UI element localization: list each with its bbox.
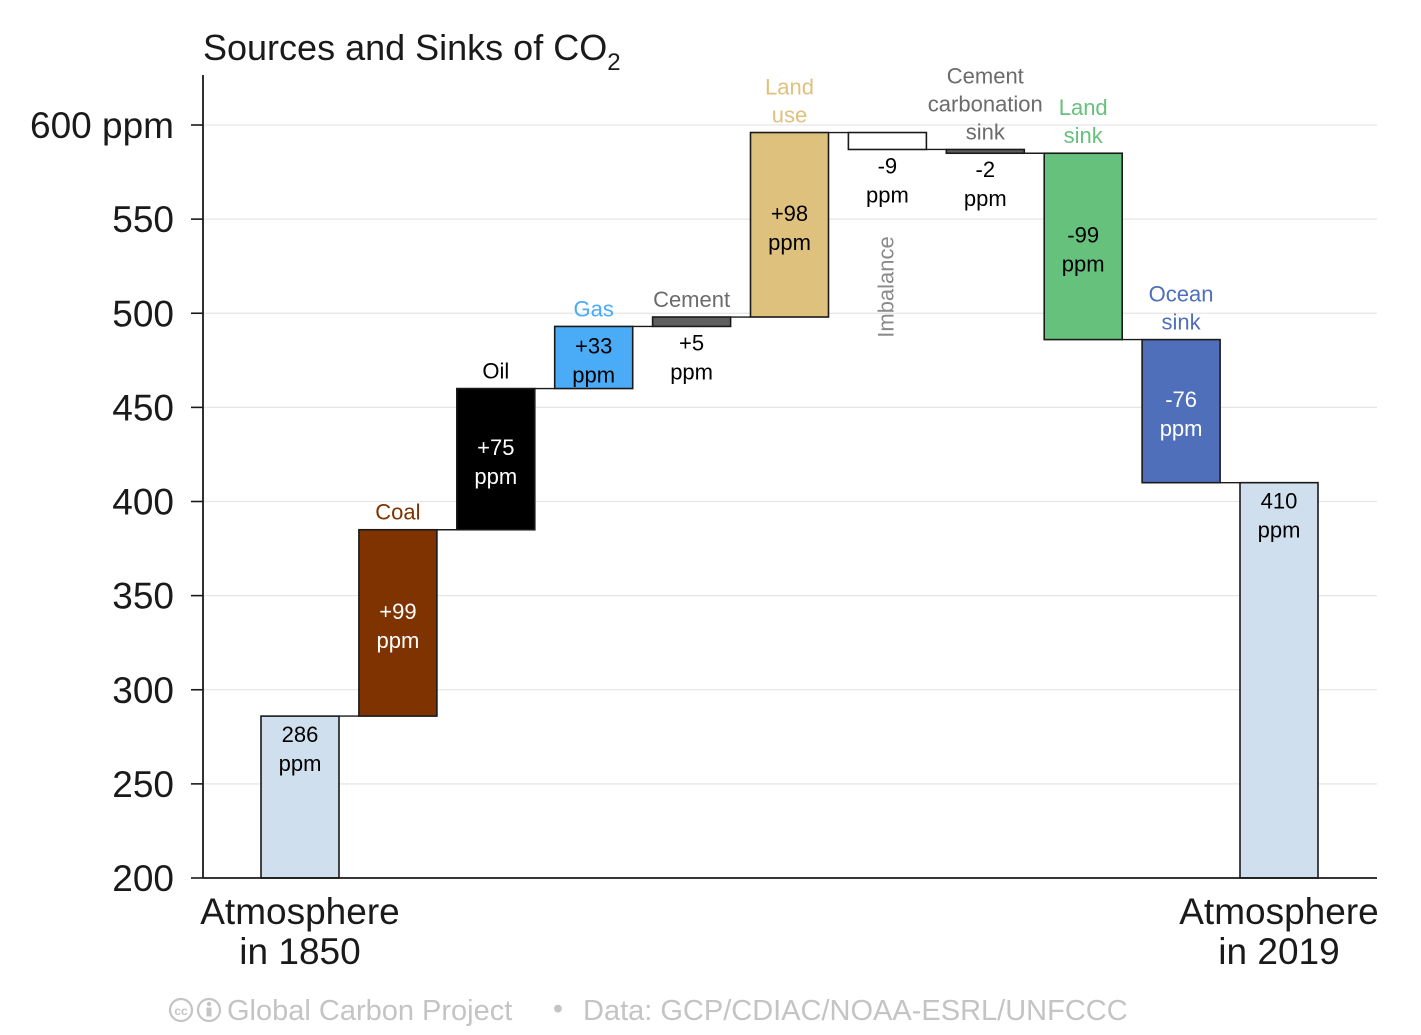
y-tick-label: 200 <box>112 858 174 899</box>
bar-cement-carbonation-sink <box>945 148 1026 155</box>
y-tick-label: 250 <box>112 764 174 805</box>
value-label: ppm <box>768 230 811 255</box>
category-label: Imbalance <box>873 236 898 338</box>
bar-imbalance <box>847 131 928 151</box>
category-label: Land <box>1059 95 1108 120</box>
bar-atmosphere-in-2019 <box>1239 481 1319 879</box>
y-tick-label: 600 ppm <box>30 105 174 146</box>
category-label: sink <box>966 119 1006 144</box>
value-label: -2 <box>976 157 996 182</box>
footer: cc Global Carbon Project • Data: GCP/CDI… <box>168 993 1128 1027</box>
footer-separator: • <box>553 993 563 1025</box>
value-label: ppm <box>1160 416 1203 441</box>
category-label: Gas <box>574 296 614 321</box>
category-label: Ocean <box>1149 282 1214 307</box>
value-label: ppm <box>1062 251 1105 276</box>
y-tick-label: 500 <box>112 293 174 334</box>
bar-atmosphere-in-1850 <box>260 715 340 879</box>
axes: 200 250 300 350 400 450 500 550 600 ppm Atmospher… <box>30 75 1379 972</box>
chart-title: Sources and Sinks of CO2 <box>203 27 621 76</box>
value-label: +75 <box>477 435 514 460</box>
bar-ocean-sink <box>1141 338 1221 484</box>
connector-lines <box>339 131 1240 717</box>
svg-text:cc: cc <box>174 1004 188 1018</box>
attribution-icon <box>196 997 222 1023</box>
y-tick-label: 350 <box>112 576 174 617</box>
category-label: carbonation <box>928 91 1043 116</box>
y-tick-label: 450 <box>112 387 174 428</box>
value-label: 286 <box>282 722 319 747</box>
category-label: Cement <box>947 63 1024 88</box>
y-tick-label: 550 <box>112 199 174 240</box>
bars-group <box>260 131 1319 879</box>
bar-labels: 286 ppm +99 ppm Coal +75 ppm Oil +33 ppm Gas +5 ppm C… <box>279 63 1301 776</box>
value-label: -9 <box>878 153 898 178</box>
chart-title-subscript: 2 <box>607 49 620 76</box>
category-label: Coal <box>375 500 420 525</box>
category-label: Oil <box>482 359 509 384</box>
value-label: ppm <box>866 182 909 207</box>
footer-credit: Global Carbon Project <box>227 995 512 1027</box>
bar-oil <box>455 387 536 531</box>
bar-land-use <box>749 131 830 318</box>
category-label: sink <box>1162 310 1202 335</box>
value-label: ppm <box>964 186 1007 211</box>
value-label: ppm <box>377 628 420 653</box>
value-label: ppm <box>670 359 713 384</box>
x-tick-label: Atmosphere <box>200 891 400 932</box>
bar-gas <box>553 325 634 390</box>
bar-coal <box>358 528 438 717</box>
category-label: Cement <box>653 287 730 312</box>
category-label: sink <box>1064 123 1104 148</box>
value-label: +98 <box>771 201 808 226</box>
value-label: +33 <box>575 333 612 358</box>
value-label: ppm <box>1258 518 1301 543</box>
category-label: Land <box>765 75 814 100</box>
x-tick-label: in 2019 <box>1218 931 1339 972</box>
x-tick-label: Atmosphere <box>1179 891 1379 932</box>
bar-land-sink <box>1043 152 1123 341</box>
value-label: ppm <box>279 751 322 776</box>
value-label: ppm <box>474 464 517 489</box>
value-label: 410 <box>1261 489 1298 514</box>
footer-source: Data: GCP/CDIAC/NOAA-ESRL/UNFCCC <box>583 995 1128 1027</box>
value-label: +5 <box>679 330 704 355</box>
cc-icon: cc <box>168 997 194 1023</box>
value-label: +99 <box>379 599 416 624</box>
y-tick-label: 300 <box>112 670 174 711</box>
chart-title-text: Sources and Sinks of CO <box>203 27 607 68</box>
value-label: -76 <box>1165 387 1197 412</box>
y-tick-label: 400 <box>112 482 174 523</box>
value-label: ppm <box>572 362 615 387</box>
category-label: use <box>772 103 807 128</box>
x-tick-label: in 1850 <box>239 931 360 972</box>
bar-cement <box>651 316 732 328</box>
value-label: -99 <box>1067 222 1099 247</box>
